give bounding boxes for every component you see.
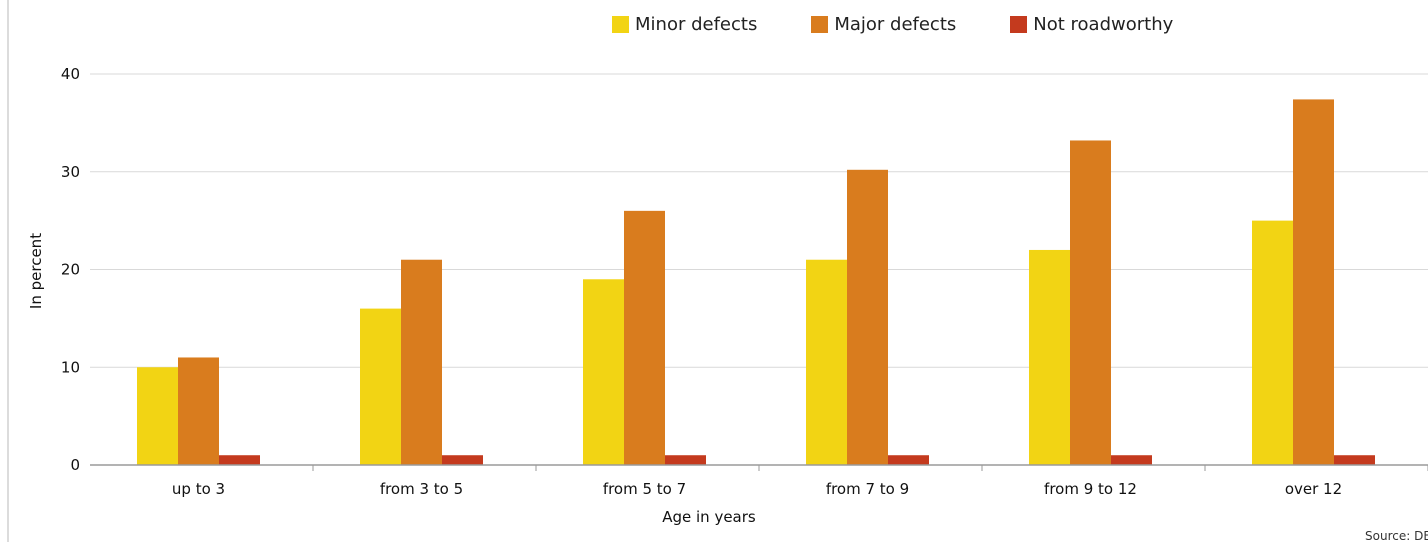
bar-not-roadworthy-1 [442, 455, 483, 465]
legend-swatch-major-defects [811, 15, 829, 33]
legend: Minor defects Major defects Not roadwort… [612, 13, 1173, 35]
bar-major-defects-5 [1293, 99, 1334, 465]
x-category-label: from 5 to 7 [603, 480, 686, 498]
legend-swatch-not-roadworthy [1010, 15, 1028, 33]
bars [137, 99, 1375, 466]
bar-major-defects-2 [624, 210, 665, 465]
y-tick-label: 10 [61, 358, 80, 376]
y-tick-label: 40 [61, 65, 80, 83]
bar-minor-defects-1 [360, 308, 401, 465]
bar-major-defects-3 [847, 169, 888, 466]
bar-minor-defects-3 [806, 259, 847, 465]
bar-minor-defects-2 [583, 279, 624, 465]
legend-item-minor-defects: Minor defects [612, 14, 757, 35]
legend-item-major-defects: Major defects [811, 14, 956, 35]
x-category-label: from 3 to 5 [380, 480, 463, 498]
x-axis-title: Age in years [662, 508, 756, 526]
y-tick-label: 0 [70, 456, 80, 474]
y-tick-label: 20 [61, 261, 80, 279]
gridlines [90, 73, 1428, 368]
axes: 0 10 20 30 40 up to 3 from 3 to 5 from 5 to 7 fr… [61, 65, 1428, 498]
bar-not-roadworthy-2 [665, 455, 706, 465]
bar-not-roadworthy-5 [1334, 455, 1375, 465]
legend-swatch-minor-defects [612, 15, 629, 33]
y-axis-title: In percent [27, 233, 45, 309]
x-category-label: over 12 [1285, 480, 1342, 498]
x-category-label: from 9 to 12 [1044, 480, 1137, 498]
legend-item-not-roadworthy: Not roadworthy [1010, 14, 1173, 35]
left-border-rule [7, 0, 9, 542]
y-tick-label: 30 [61, 163, 80, 181]
bar-minor-defects-4 [1029, 249, 1070, 465]
bar-not-roadworthy-0 [219, 455, 260, 465]
bar-major-defects-1 [401, 259, 442, 465]
legend-label-major-defects: Major defects [834, 13, 957, 35]
x-category-label: up to 3 [172, 480, 225, 498]
bar-minor-defects-0 [137, 367, 178, 465]
bar-not-roadworthy-4 [1111, 455, 1152, 465]
bar-major-defects-4 [1070, 140, 1111, 465]
bar-minor-defects-5 [1252, 220, 1293, 465]
bar-major-defects-0 [178, 357, 219, 465]
x-category-label: from 7 to 9 [826, 480, 909, 498]
legend-label-not-roadworthy: Not roadworthy [1033, 13, 1174, 35]
legend-label-minor-defects: Minor defects [635, 13, 758, 35]
source-note: Source: DEK [1365, 529, 1428, 542]
bar-not-roadworthy-3 [888, 455, 929, 465]
